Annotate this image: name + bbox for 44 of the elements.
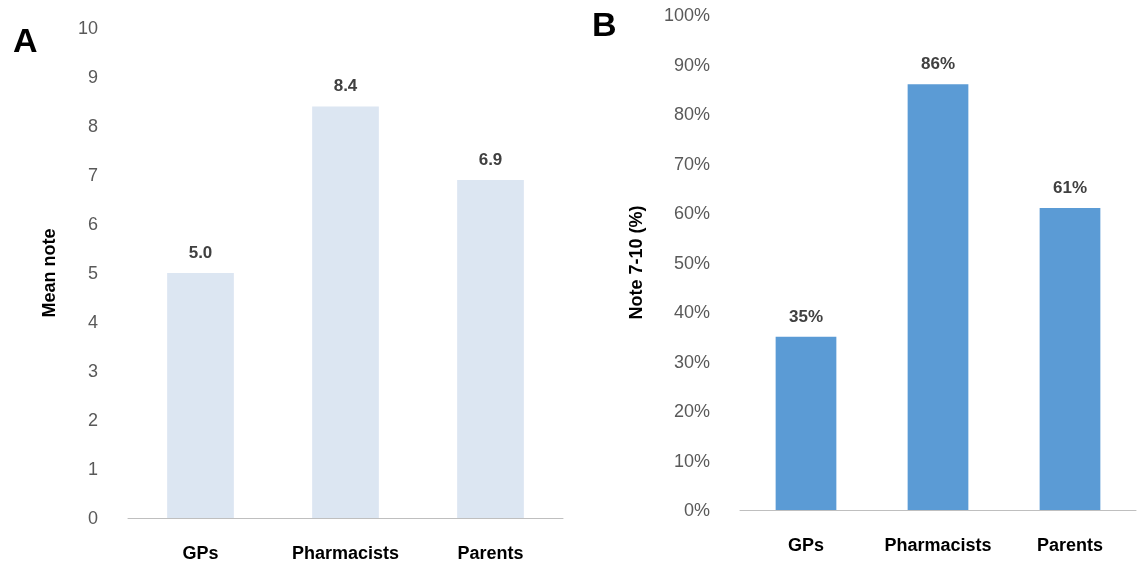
x-tick-label: GPs xyxy=(787,535,825,555)
x-tick-label: Pharmacists xyxy=(291,543,400,562)
y-axis-title: Mean note xyxy=(39,228,59,318)
y-tick-label: 100% xyxy=(663,5,710,25)
chart-title: B xyxy=(592,5,617,43)
data-label: 8.4 xyxy=(333,76,358,96)
y-tick-label: 9 xyxy=(87,67,98,87)
y-tick-label: 8 xyxy=(87,116,98,136)
y-tick-label: 6 xyxy=(87,214,98,234)
y-tick-label: 2 xyxy=(87,410,98,430)
data-label: 86% xyxy=(920,54,956,74)
y-tick-label: 10 xyxy=(77,18,98,38)
x-tick-label: GPs xyxy=(182,543,219,562)
y-axis-title: Note 7-10 (%) xyxy=(626,205,646,320)
y-tick-label: 3 xyxy=(87,361,98,381)
bar xyxy=(312,106,379,518)
data-label: 5.0 xyxy=(188,243,213,262)
y-tick-label: 60% xyxy=(673,203,710,223)
y-tick-label: 70% xyxy=(673,153,710,174)
x-tick-label: Pharmacists xyxy=(884,535,992,555)
y-tick-label: 30% xyxy=(673,351,710,372)
x-tick-label: Parents xyxy=(1036,535,1104,555)
y-tick-label: 20% xyxy=(673,401,710,421)
y-tick-label: 7 xyxy=(87,165,98,185)
bar xyxy=(775,336,837,510)
bar xyxy=(167,273,234,518)
data-label: 61% xyxy=(1052,178,1088,198)
y-tick-label: 1 xyxy=(87,459,98,479)
chart-title: A xyxy=(13,21,38,59)
bar xyxy=(907,84,969,510)
y-tick-label: 80% xyxy=(673,104,710,124)
x-tick-label: Parents xyxy=(457,543,524,562)
bar xyxy=(1039,208,1101,510)
y-tick-label: 50% xyxy=(673,252,710,273)
y-tick-label: 90% xyxy=(673,54,710,75)
y-tick-label: 0% xyxy=(683,500,710,520)
bar xyxy=(457,179,524,518)
y-tick-label: 0 xyxy=(87,508,98,528)
y-tick-label: 10% xyxy=(673,450,710,471)
data-label: 35% xyxy=(788,306,824,326)
y-tick-label: 40% xyxy=(673,302,710,322)
data-label: 6.9 xyxy=(478,149,503,169)
y-tick-label: 4 xyxy=(87,312,98,332)
y-tick-label: 5 xyxy=(87,263,98,283)
